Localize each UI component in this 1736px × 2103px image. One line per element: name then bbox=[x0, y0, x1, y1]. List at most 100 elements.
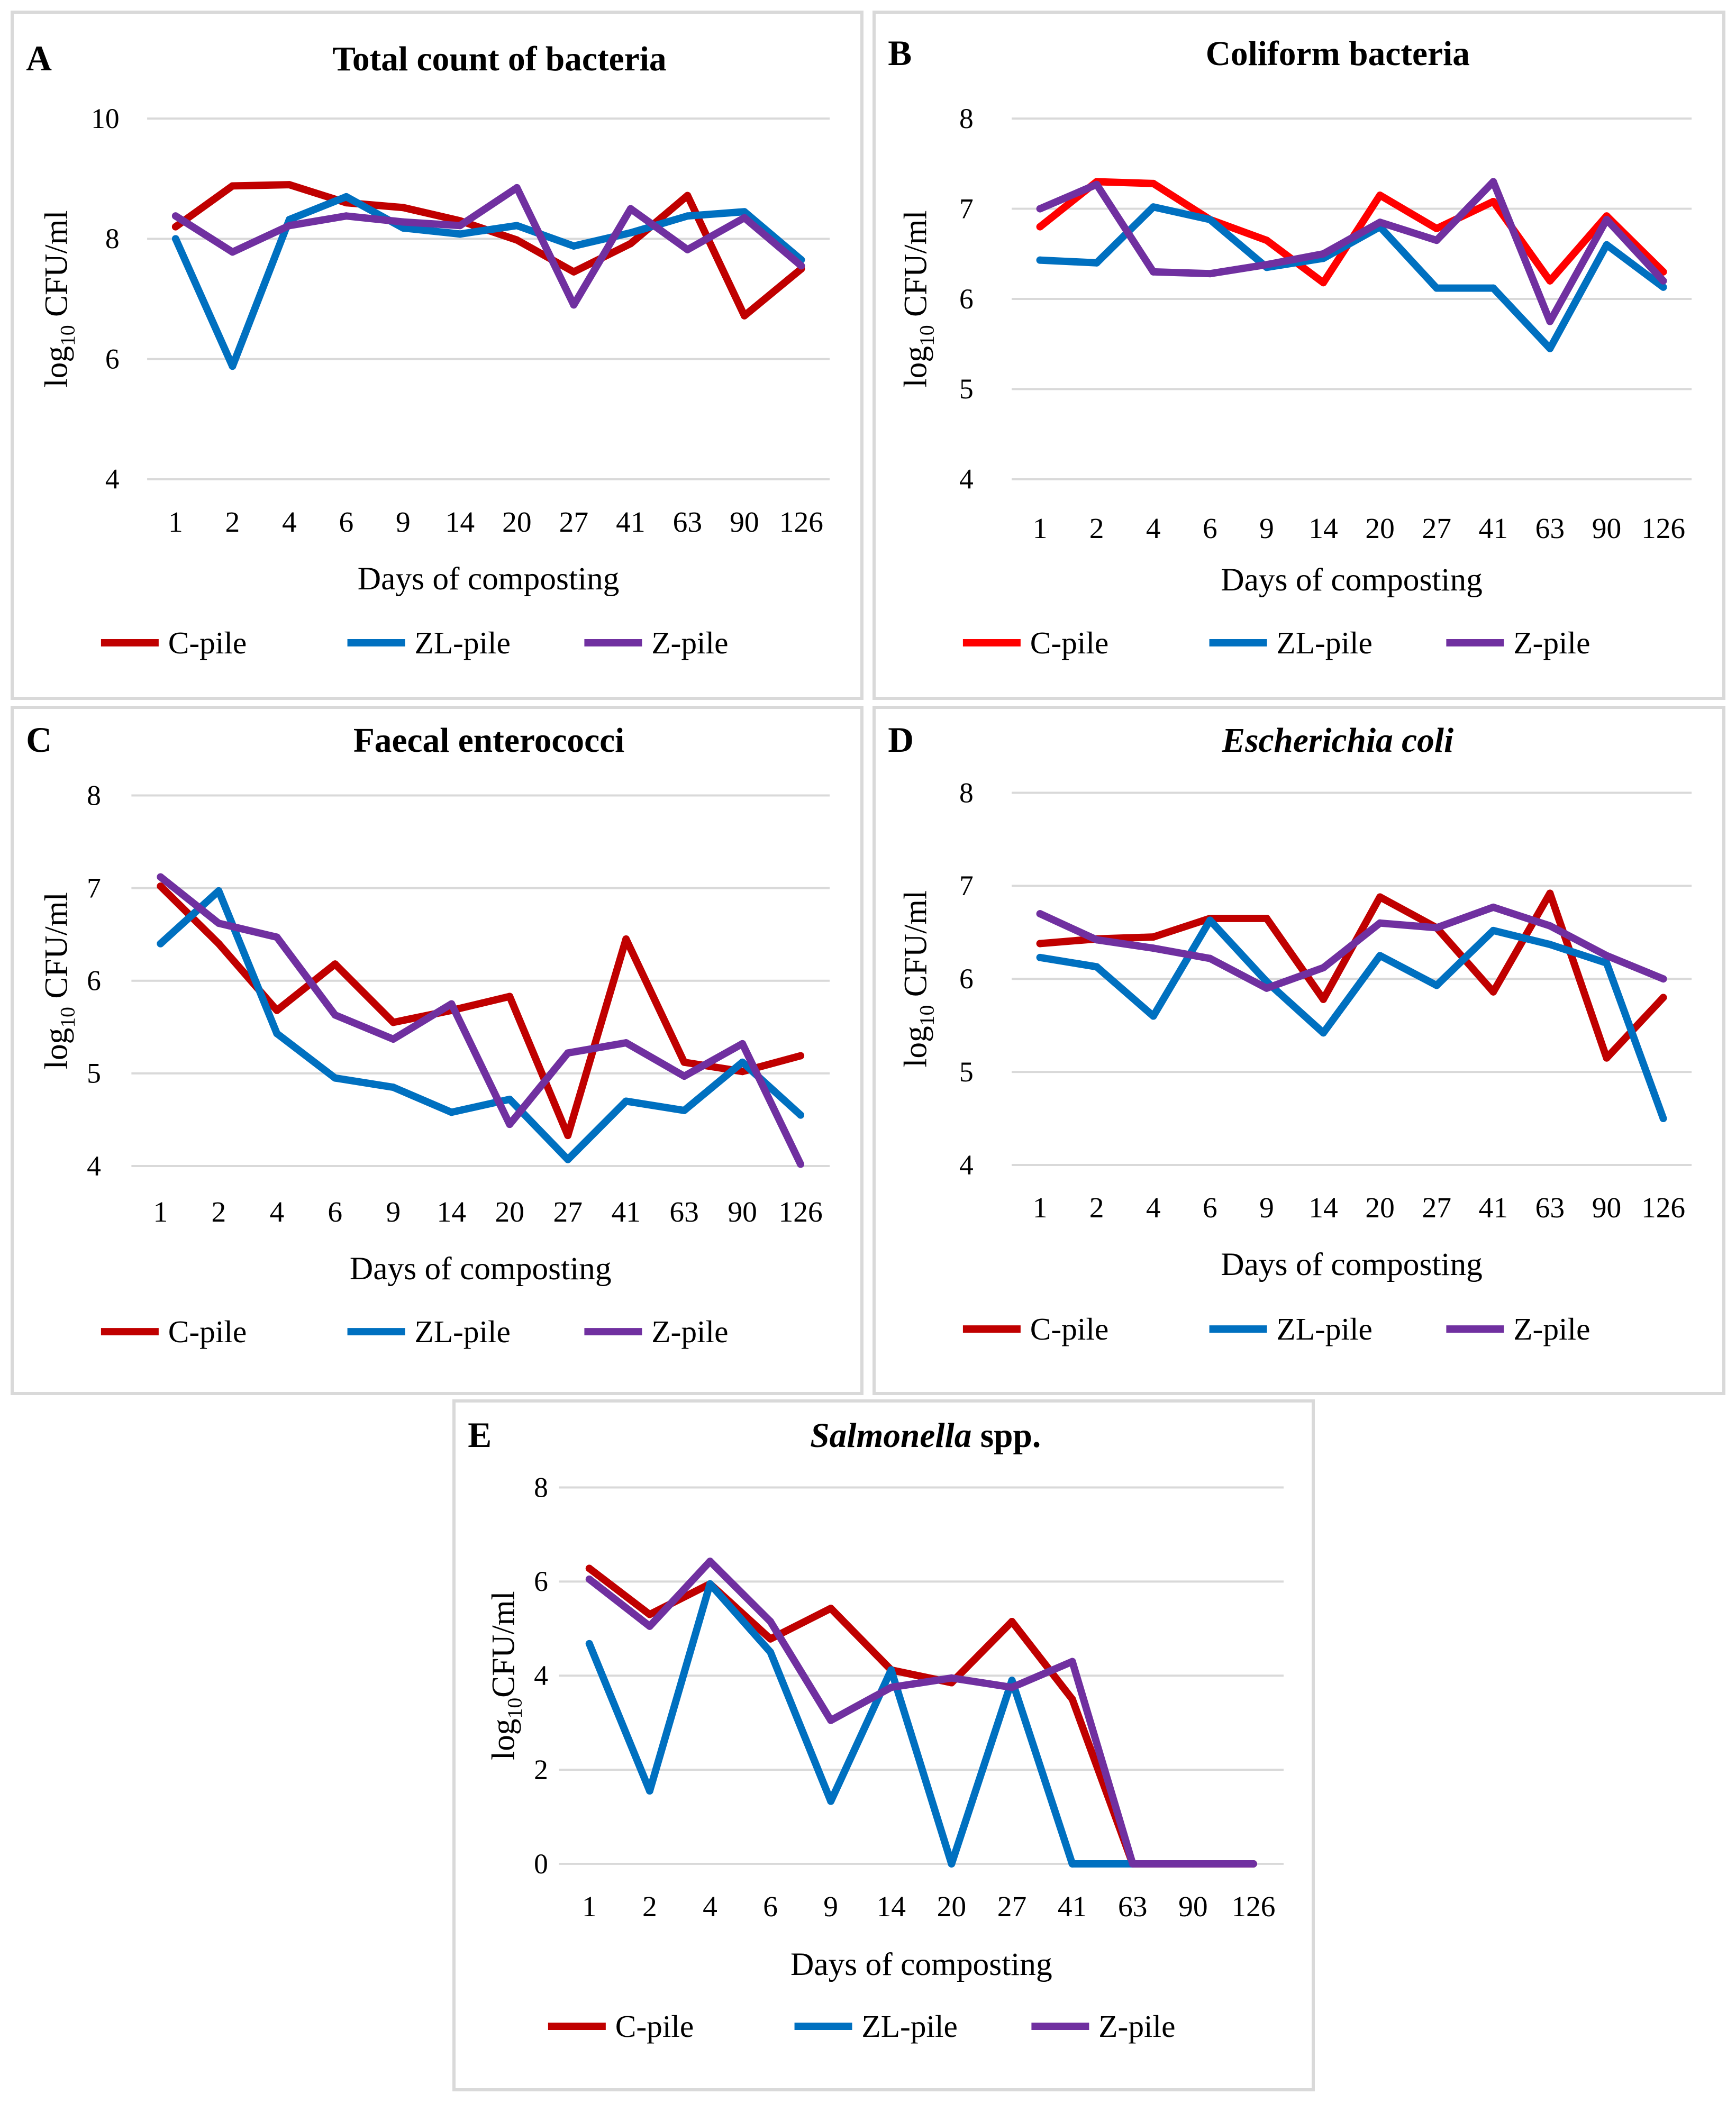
chart-c-title: Faecal enterococci bbox=[353, 722, 624, 760]
chart-a-series-line-zl-pile bbox=[171, 193, 805, 370]
chart-b-point-z-pile bbox=[1093, 180, 1101, 188]
chart-panel-b: B Coliform bacteria 4 5 6 7 8 1 2 4 6 9 14 20 27 41 63 90… bbox=[872, 11, 1725, 700]
chart-c-point-zl-pile bbox=[215, 887, 223, 895]
chart-c-point-zl-pile bbox=[389, 1084, 397, 1091]
chart-c-y-tick-label: 4 bbox=[87, 1150, 101, 1182]
chart-b-point-z-pile bbox=[1546, 317, 1554, 325]
chart-d-point-zl-pile bbox=[1036, 953, 1044, 961]
chart-d-point-c-pile bbox=[1546, 889, 1554, 897]
chart-b-legend-label-zl-pile: ZL-pile bbox=[1276, 625, 1373, 660]
chart-b-y-axis-title-unit: CFU/ml bbox=[898, 211, 934, 325]
chart-d-x-tick-label: 63 bbox=[1535, 1192, 1565, 1224]
chart-c-point-c-pile bbox=[215, 940, 223, 948]
chart-b-point-z-pile bbox=[1149, 268, 1157, 276]
chart-c-point-z-pile bbox=[215, 920, 223, 927]
chart-d-point-z-pile bbox=[1093, 936, 1101, 944]
chart-a-point-zl-pile bbox=[229, 362, 237, 370]
chart-e-y-tick-label: 4 bbox=[534, 1660, 548, 1691]
chart-a-y-tick-label: 6 bbox=[105, 343, 120, 375]
chart-a-point-z-pile bbox=[797, 262, 805, 270]
chart-d-point-c-pile bbox=[1036, 940, 1044, 948]
chart-d-point-zl-pile bbox=[1603, 959, 1611, 967]
chart-a-point-z-pile bbox=[171, 212, 179, 220]
chart-e-legend-label-zl-pile: ZL-pile bbox=[861, 2009, 958, 2044]
chart-a-point-zl-pile bbox=[740, 208, 748, 216]
chart-a-series-line-z-pile bbox=[171, 184, 805, 309]
chart-b-legend-label-z-pile: Z-pile bbox=[1513, 625, 1590, 660]
chart-c-point-zl-pile bbox=[680, 1106, 688, 1114]
chart-b-y-axis-title-sub: 10 bbox=[915, 325, 938, 346]
chart-d-series-line-c-pile bbox=[1036, 889, 1667, 1062]
chart-b-x-tick-label: 2 bbox=[1089, 513, 1104, 545]
chart-d-x-tick-label: 90 bbox=[1592, 1192, 1621, 1224]
chart-b-legend-label-c-pile: C-pile bbox=[1030, 625, 1109, 660]
chart-c-x-tick-label: 4 bbox=[269, 1196, 284, 1228]
chart-c-point-zl-pile bbox=[797, 1111, 805, 1119]
chart-d-point-zl-pile bbox=[1376, 952, 1384, 960]
chart-c-point-c-pile bbox=[564, 1132, 572, 1140]
chart-d-y-tick-label: 4 bbox=[959, 1149, 974, 1181]
chart-b-x-tick-label: 41 bbox=[1479, 513, 1508, 545]
chart-b-point-zl-pile bbox=[1149, 203, 1157, 211]
chart-b-point-z-pile bbox=[1433, 236, 1441, 244]
chart-a-point-z-pile bbox=[456, 222, 464, 230]
chart-b-x-tick-label: 126 bbox=[1641, 513, 1685, 545]
chart-a-x-tick-label: 1 bbox=[168, 506, 183, 539]
chart-e-y-axis-title: log10CFU/ml bbox=[485, 1591, 526, 1760]
chart-a-x-tick-label: 27 bbox=[559, 506, 588, 539]
chart-e-x-tick-label: 63 bbox=[1118, 1891, 1147, 1923]
chart-e-series-line-zl-pile bbox=[585, 1580, 1137, 1868]
chart-panel-d: D Escherichia coli 4 5 6 7 8 1 2 4 6 9 14 20 27 41 63 90 1… bbox=[872, 706, 1725, 1395]
chart-c-series-line-zl-pile bbox=[157, 887, 805, 1163]
chart-e-point-c-pile bbox=[646, 1610, 653, 1618]
chart-e-point-c-pile bbox=[585, 1564, 593, 1572]
chart-e-point-zl-pile bbox=[948, 1860, 956, 1868]
chart-e-x-tick-label: 126 bbox=[1231, 1891, 1275, 1923]
chart-a-y-tick-label: 4 bbox=[105, 463, 120, 495]
chart-c-point-z-pile bbox=[564, 1049, 572, 1057]
chart-d-point-z-pile bbox=[1603, 952, 1611, 960]
chart-b-y-tick-label: 5 bbox=[959, 373, 974, 405]
chart-a-point-c-pile bbox=[399, 204, 407, 212]
chart-d-x-tick-label: 27 bbox=[1422, 1192, 1451, 1224]
chart-a-point-zl-pile bbox=[456, 230, 464, 238]
chart-panel-c: C Faecal enterococci 4 5 6 7 8 1 2 4 6 9 14 20 27 41 63 9… bbox=[11, 706, 864, 1395]
chart-e-point-c-pile bbox=[827, 1605, 835, 1612]
chart-c-x-tick-label: 41 bbox=[611, 1196, 640, 1228]
chart-e-legend-label-c-pile: C-pile bbox=[615, 2009, 694, 2044]
chart-b-x-tick-label: 63 bbox=[1535, 513, 1565, 545]
chart-d-point-c-pile bbox=[1320, 996, 1327, 1003]
chart-c-point-c-pile bbox=[797, 1052, 805, 1060]
chart-d-point-zl-pile bbox=[1433, 981, 1441, 989]
chart-e-point-z-pile bbox=[646, 1622, 653, 1630]
chart-a-point-c-pile bbox=[740, 312, 748, 320]
chart-a-point-z-pile bbox=[285, 222, 293, 230]
chart-b-point-zl-pile bbox=[1603, 241, 1611, 249]
chart-a-legend-label-z-pile: Z-pile bbox=[651, 625, 728, 660]
chart-d-point-z-pile bbox=[1659, 975, 1667, 983]
chart-e-series-line-z-pile bbox=[585, 1558, 1257, 1868]
chart-b-point-zl-pile bbox=[1433, 284, 1441, 292]
chart-a-point-c-pile bbox=[171, 223, 179, 231]
chart-a-x-tick-label: 90 bbox=[730, 506, 759, 539]
chart-e-x-tick-label: 20 bbox=[937, 1891, 966, 1923]
chart-d-y-tick-label: 5 bbox=[959, 1056, 974, 1088]
chart-d-y-tick-label: 7 bbox=[959, 870, 974, 902]
chart-e-legend-label-z-pile: Z-pile bbox=[1098, 2009, 1175, 2044]
chart-d-y-tick-label: 8 bbox=[959, 777, 974, 808]
chart-e-y-tick-label: 6 bbox=[534, 1565, 548, 1597]
chart-d-x-tick-label: 6 bbox=[1203, 1192, 1217, 1224]
chart-b-x-tick-label: 90 bbox=[1592, 513, 1621, 545]
chart-d-panel-letter: D bbox=[888, 720, 914, 760]
chart-b-point-z-pile bbox=[1603, 216, 1611, 223]
chart-b-point-c-pile bbox=[1149, 179, 1157, 187]
chart-e-x-tick-label: 41 bbox=[1058, 1891, 1087, 1923]
chart-c-point-z-pile bbox=[622, 1039, 630, 1046]
chart-b-svg: B Coliform bacteria 4 5 6 7 8 1 2 4 6 9 14 20 27 41 63 90… bbox=[888, 33, 1692, 660]
chart-d-x-tick-label: 9 bbox=[1259, 1192, 1274, 1224]
chart-c-point-z-pile bbox=[389, 1035, 397, 1043]
chart-a-x-tick-label: 20 bbox=[502, 506, 531, 539]
chart-c-point-zl-pile bbox=[739, 1058, 747, 1066]
chart-b-point-zl-pile bbox=[1546, 344, 1554, 352]
chart-a-point-zl-pile bbox=[342, 193, 350, 201]
